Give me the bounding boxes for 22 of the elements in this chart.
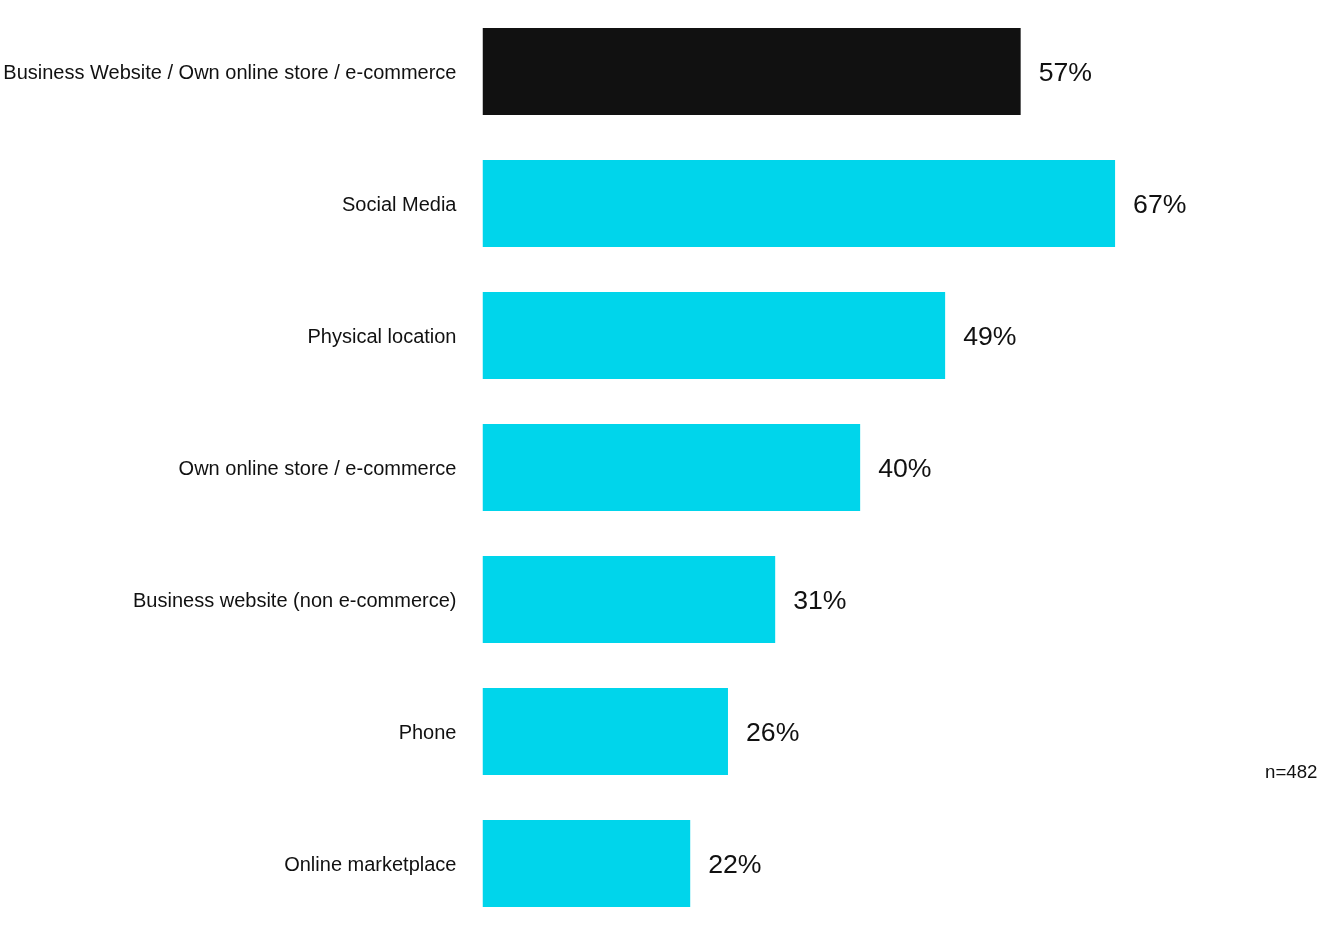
y-tick-label: Social Media [342,192,458,215]
bar [482,27,1021,116]
bar [482,819,691,908]
y-tick-label: Physical location [307,324,457,347]
bar [482,423,861,512]
bar [482,555,776,644]
y-tick-label: Own online store / e-commerce [178,456,457,479]
data-label: 57% [1038,56,1093,87]
data-label: 26% [745,716,800,747]
y-tick-label: Business Website / Own online store / e-commerce [3,60,457,83]
data-label: 40% [878,452,932,483]
data-label: 31% [793,584,847,615]
bar [482,291,946,380]
y-tick-label: Phone [398,720,457,743]
bar [482,159,1116,248]
y-tick-label: Online marketplace [284,852,457,875]
data-label: 67% [1133,188,1187,219]
y-tick-label: Business website (non e-commerce) [133,588,457,611]
bar [482,687,728,776]
data-label: 49% [963,320,1017,351]
text: n=482 [1265,760,1318,782]
data-label: 22% [708,848,762,879]
